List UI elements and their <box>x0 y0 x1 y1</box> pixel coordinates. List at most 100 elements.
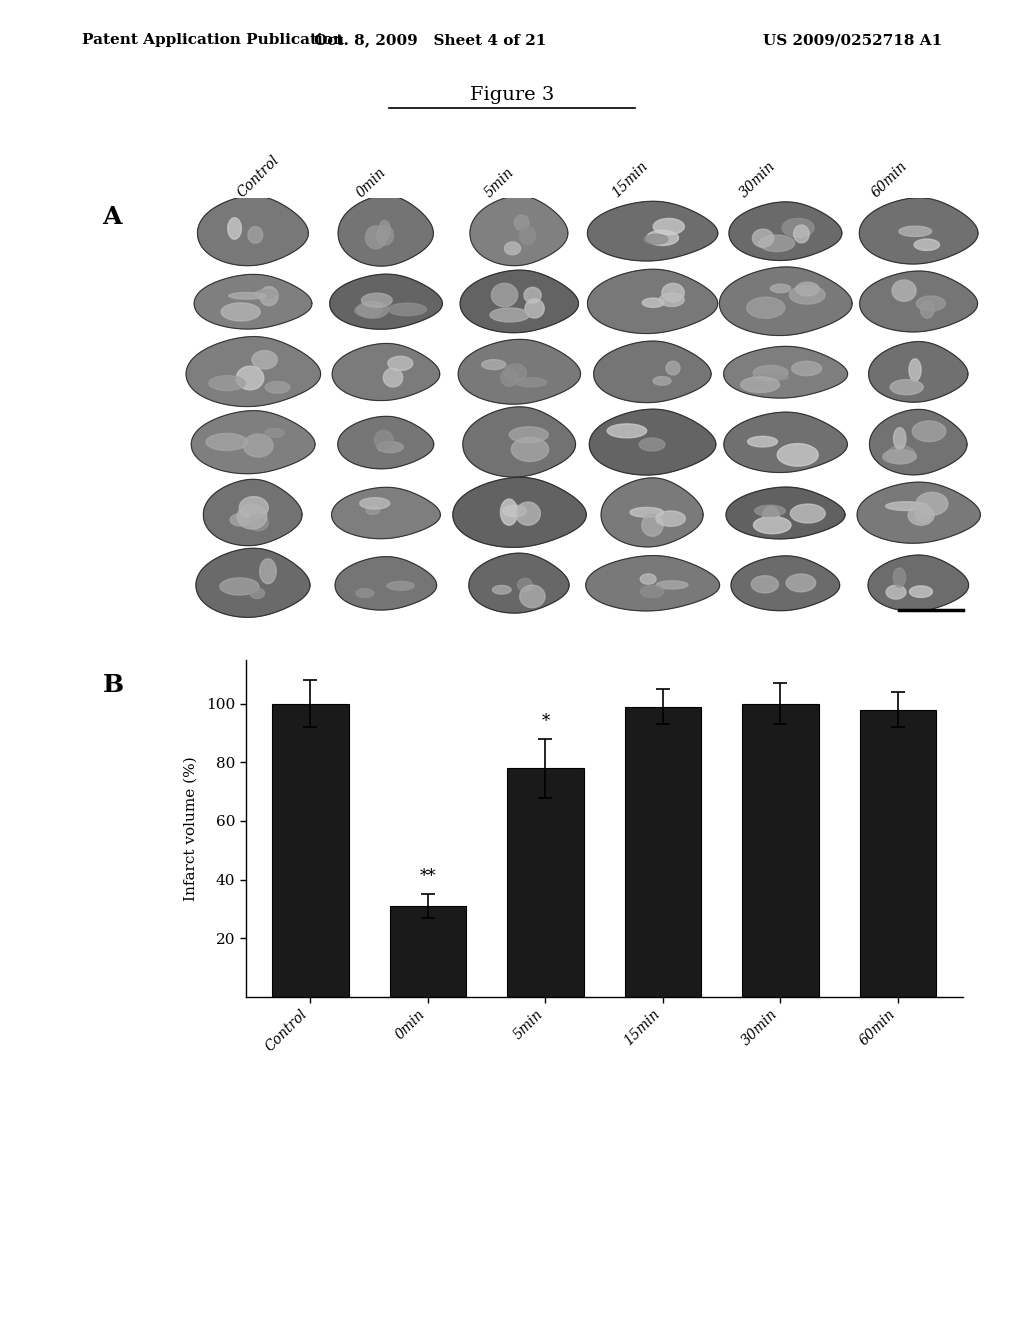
Polygon shape <box>859 198 978 264</box>
Text: **: ** <box>420 869 436 886</box>
Polygon shape <box>886 585 906 599</box>
Polygon shape <box>726 487 845 539</box>
Polygon shape <box>731 556 840 611</box>
Polygon shape <box>509 426 548 442</box>
Polygon shape <box>659 293 684 306</box>
Polygon shape <box>375 430 393 449</box>
Polygon shape <box>912 421 946 442</box>
Polygon shape <box>470 195 568 265</box>
Polygon shape <box>377 226 393 246</box>
Polygon shape <box>335 557 436 610</box>
Polygon shape <box>525 298 544 318</box>
Polygon shape <box>759 235 795 252</box>
Polygon shape <box>198 195 308 265</box>
Polygon shape <box>260 558 276 583</box>
Polygon shape <box>588 269 718 334</box>
Polygon shape <box>666 362 680 375</box>
Polygon shape <box>463 407 575 477</box>
Polygon shape <box>355 589 374 598</box>
Polygon shape <box>453 478 587 548</box>
Polygon shape <box>642 513 663 536</box>
Polygon shape <box>724 412 847 473</box>
Polygon shape <box>755 506 785 516</box>
Polygon shape <box>240 496 268 519</box>
Polygon shape <box>366 506 380 515</box>
Bar <box>625 706 701 997</box>
Polygon shape <box>195 275 312 329</box>
Polygon shape <box>770 284 791 293</box>
Polygon shape <box>740 376 779 392</box>
Polygon shape <box>653 219 684 235</box>
Polygon shape <box>586 556 720 611</box>
Polygon shape <box>794 224 809 243</box>
Polygon shape <box>921 301 934 318</box>
Polygon shape <box>505 242 520 255</box>
Polygon shape <box>915 504 932 523</box>
Polygon shape <box>196 548 310 618</box>
Polygon shape <box>656 581 688 589</box>
Polygon shape <box>503 506 526 517</box>
Polygon shape <box>594 341 711 403</box>
Polygon shape <box>221 302 260 321</box>
Text: B: B <box>102 673 124 697</box>
Polygon shape <box>640 574 656 585</box>
Bar <box>742 704 818 997</box>
Polygon shape <box>250 587 264 598</box>
Polygon shape <box>489 308 529 322</box>
Polygon shape <box>662 284 684 302</box>
Polygon shape <box>359 498 390 510</box>
Polygon shape <box>255 290 276 298</box>
Polygon shape <box>520 585 545 607</box>
Polygon shape <box>252 351 278 370</box>
Polygon shape <box>338 416 434 469</box>
Polygon shape <box>501 368 517 387</box>
Polygon shape <box>899 226 932 236</box>
Text: 0min: 0min <box>354 165 389 199</box>
Polygon shape <box>796 282 819 296</box>
Polygon shape <box>777 444 818 466</box>
Text: 15min: 15min <box>609 158 651 199</box>
Polygon shape <box>338 195 433 267</box>
Polygon shape <box>792 362 821 376</box>
Polygon shape <box>588 202 718 261</box>
Polygon shape <box>265 381 290 393</box>
Text: A: A <box>102 205 122 228</box>
Polygon shape <box>894 428 906 449</box>
Polygon shape <box>377 442 403 453</box>
Polygon shape <box>238 504 267 529</box>
Polygon shape <box>388 356 413 371</box>
Polygon shape <box>860 271 978 331</box>
Polygon shape <box>754 366 787 380</box>
Polygon shape <box>516 502 541 525</box>
Polygon shape <box>630 507 664 517</box>
Polygon shape <box>248 515 268 531</box>
Y-axis label: Infarct volume (%): Infarct volume (%) <box>183 756 198 900</box>
Polygon shape <box>589 409 716 475</box>
Polygon shape <box>469 553 569 612</box>
Polygon shape <box>644 235 668 244</box>
Polygon shape <box>332 343 439 400</box>
Polygon shape <box>916 296 945 312</box>
Polygon shape <box>908 506 934 525</box>
Polygon shape <box>524 288 542 304</box>
Bar <box>507 768 584 997</box>
Polygon shape <box>869 409 967 475</box>
Polygon shape <box>724 346 848 399</box>
Polygon shape <box>639 438 665 451</box>
Polygon shape <box>868 342 968 403</box>
Polygon shape <box>887 446 915 465</box>
Polygon shape <box>868 556 969 611</box>
Text: 30min: 30min <box>737 158 778 199</box>
Polygon shape <box>763 507 779 525</box>
Polygon shape <box>916 492 948 515</box>
Polygon shape <box>330 275 442 329</box>
Polygon shape <box>791 504 825 523</box>
Bar <box>390 906 466 997</box>
Text: Figure 3: Figure 3 <box>470 86 554 104</box>
Polygon shape <box>357 301 388 318</box>
Polygon shape <box>206 433 248 450</box>
Text: 60min: 60min <box>869 158 910 199</box>
Polygon shape <box>355 305 382 317</box>
Polygon shape <box>460 271 579 333</box>
Polygon shape <box>260 286 279 306</box>
